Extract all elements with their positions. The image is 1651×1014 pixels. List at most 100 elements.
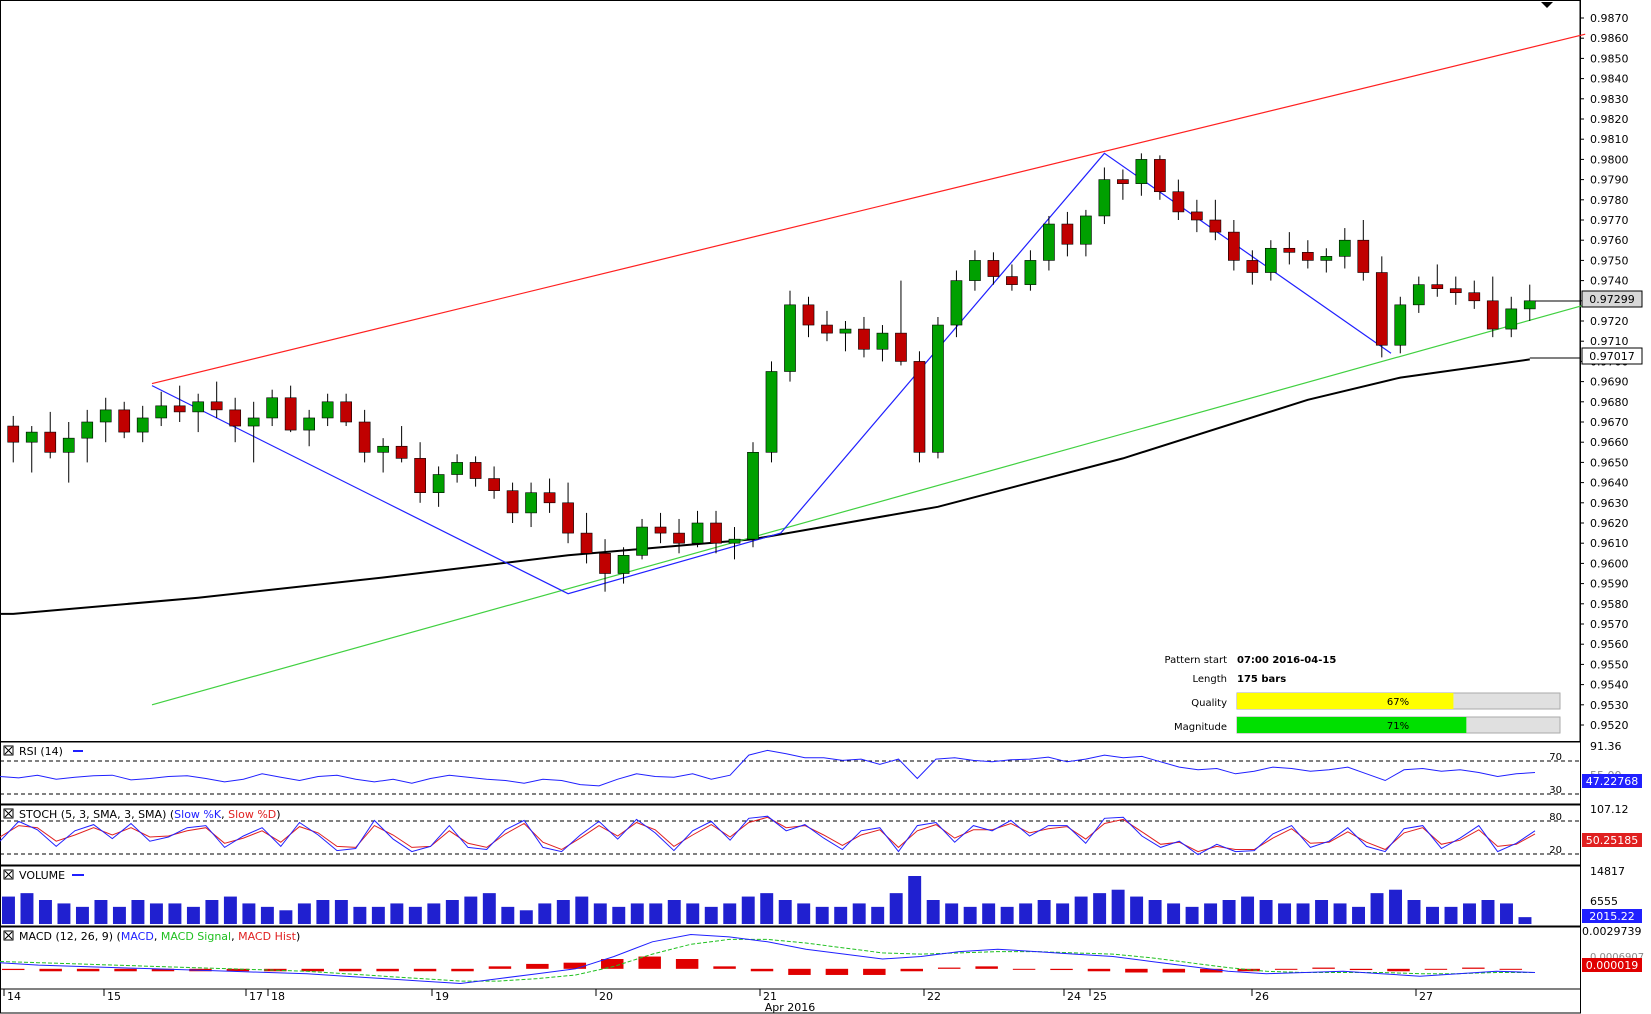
volume-bar <box>131 900 145 924</box>
pattern-start-label: Pattern start <box>1165 655 1228 666</box>
volume-bar <box>57 903 71 924</box>
macd-hist-bar <box>563 962 587 969</box>
price-tick-label: 0.9570 <box>1590 618 1629 631</box>
candle <box>1191 199 1203 233</box>
bull-candle-body <box>303 417 315 431</box>
candle <box>580 512 593 564</box>
volume-bar <box>1278 903 1292 924</box>
stoch-header[interactable]: STOCH (5, 3, SMA, 3, SMA) (Slow %K, Slow… <box>3 808 281 821</box>
bear-candle-body <box>543 492 556 504</box>
quality-label: Quality <box>1191 698 1227 709</box>
rsi-axis-top: 91.36 <box>1590 740 1622 753</box>
bull-candle-body <box>377 445 389 453</box>
macd-hist-bar <box>1274 968 1298 970</box>
candle <box>1449 276 1462 305</box>
candle <box>969 250 981 291</box>
bull-candle-body <box>1412 284 1425 306</box>
candle <box>839 321 852 352</box>
bull-candle-body <box>25 431 38 443</box>
price-tick-label: 0.9750 <box>1590 254 1629 267</box>
price-tick-label: 0.9710 <box>1590 335 1629 348</box>
stoch-value: 50.25185 <box>1586 834 1639 847</box>
macd-hist-bar <box>264 968 287 972</box>
candle <box>1172 179 1185 220</box>
bull-candle-body <box>1135 159 1148 184</box>
candle <box>321 393 334 427</box>
pattern-length-label: Length <box>1193 674 1228 685</box>
candle <box>229 397 242 443</box>
volume-bar <box>723 903 737 924</box>
candle <box>1486 276 1499 338</box>
bear-candle-body <box>913 361 926 453</box>
price-tick-label: 0.9820 <box>1590 113 1629 126</box>
volume-bar <box>834 906 848 924</box>
candle <box>284 385 297 433</box>
bull-candle-body <box>321 401 334 419</box>
candle <box>691 510 704 548</box>
price-tick-label: 0.9610 <box>1590 537 1629 550</box>
volume-bar <box>38 900 52 924</box>
price-tick-label: 0.9830 <box>1590 93 1629 106</box>
volume-value: 2015.22 <box>1589 910 1635 923</box>
candle <box>192 393 205 433</box>
volume-header[interactable]: VOLUME <box>3 869 84 882</box>
bull-candle-body <box>1523 300 1536 310</box>
volume-bar <box>427 903 441 924</box>
price-tick-label: 0.9600 <box>1590 557 1629 570</box>
volume-bar <box>242 903 256 924</box>
bull-candle-body <box>932 324 944 453</box>
price-tick-label: 0.9530 <box>1590 699 1629 712</box>
bull-candle-body <box>155 405 168 419</box>
rsi-header[interactable]: RSI (14) <box>3 745 83 758</box>
volume-bar <box>519 910 533 924</box>
scroll-end-icon[interactable] <box>1541 2 1553 8</box>
time-tick-labels: 14 15 17 18 19 20 21 22 24 25 26 27 <box>3 989 1433 1003</box>
price-tick-label: 0.9640 <box>1590 477 1629 490</box>
price-tick-label: 0.9550 <box>1590 658 1629 671</box>
macd-hist-bar <box>2 968 25 971</box>
bear-candle-body <box>44 431 57 453</box>
macd-header[interactable]: MACD (12, 26, 9) (MACD, MACD Signal, MAC… <box>3 930 300 943</box>
volume-bar <box>279 910 293 924</box>
pattern-length-value: 175 bars <box>1237 674 1286 685</box>
macd-legend-macd: MACD <box>121 930 154 943</box>
price-tick-label: 0.9590 <box>1590 578 1629 591</box>
candle <box>1320 248 1333 273</box>
bear-candle-body <box>1172 191 1185 213</box>
rsi-label: RSI (14) <box>19 745 63 758</box>
volume-bar <box>1407 900 1421 924</box>
bear-candle-body <box>654 526 667 534</box>
macd-hist-bar <box>937 967 961 969</box>
bear-candle-body <box>1061 223 1074 245</box>
time-tick-label: 15 <box>107 990 121 1003</box>
bull-candle-body <box>1080 215 1092 245</box>
price-tick-label: 0.9720 <box>1590 315 1629 328</box>
price-tick-label: 0.9520 <box>1590 719 1629 732</box>
candle <box>44 411 57 459</box>
pattern-lower-line <box>151 304 1586 706</box>
macd-hist-bar <box>451 968 474 972</box>
candle <box>488 466 500 499</box>
candle <box>25 426 38 473</box>
bear-candle-body <box>358 421 371 453</box>
time-tick-label: 25 <box>1093 990 1107 1003</box>
volume-bar <box>1185 906 1199 924</box>
price-axis: 0.9870 0.9860 0.9850 0.9840 0.9830 0.9820 0.98… <box>1579 0 1629 741</box>
volume-bar <box>1093 893 1107 924</box>
candle <box>210 381 223 418</box>
ma-price-text: 0.97017 <box>1589 350 1635 363</box>
bear-candle-body <box>284 397 297 431</box>
macd-hist-bar <box>788 968 811 975</box>
volume-bar <box>2 896 15 924</box>
bull-candle-body <box>784 304 796 372</box>
candle <box>802 296 815 338</box>
bear-candle-body <box>1283 247 1296 253</box>
stoch-label-name: STOCH (5, 3, SMA, 3, SMA) <box>19 808 166 821</box>
volume-bar <box>667 900 681 924</box>
bear-candle-body <box>488 478 500 491</box>
candle <box>1117 169 1129 200</box>
volume-bar <box>575 896 589 924</box>
price-tick-label: 0.9840 <box>1590 73 1629 86</box>
bull-candle-body <box>266 397 279 419</box>
bull-candle-body <box>636 526 648 556</box>
